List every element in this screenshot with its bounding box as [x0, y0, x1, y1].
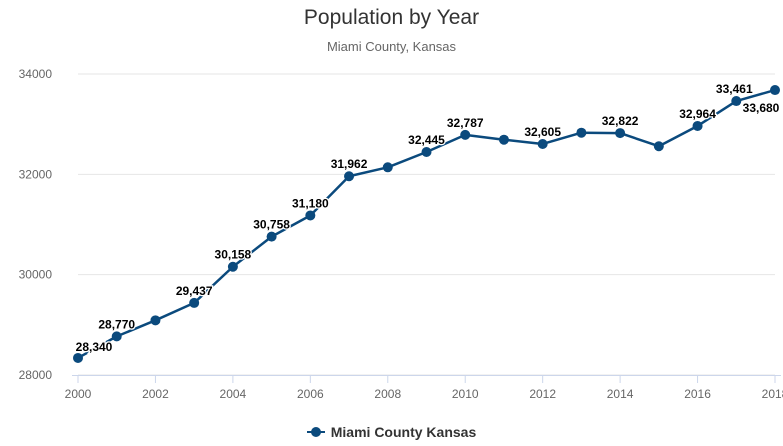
data-point-2005[interactable] — [266, 231, 277, 242]
grid-lines — [78, 73, 775, 376]
data-point-2017[interactable] — [731, 96, 742, 107]
x-tick-label: 2016 — [684, 387, 711, 401]
x-tick-label: 2012 — [529, 387, 556, 401]
x-tick-label: 2004 — [220, 387, 247, 401]
data-label-2001: 28,770 — [98, 317, 135, 331]
y-tick-label: 32000 — [19, 167, 53, 181]
chart-subtitle: Miami County, Kansas — [326, 39, 457, 54]
y-tick-label: 30000 — [19, 268, 53, 282]
data-point-2015[interactable] — [653, 141, 664, 152]
x-tick-label: 2008 — [374, 387, 401, 401]
y-tick-label: 34000 — [19, 67, 53, 81]
chart-title: Population by Year — [303, 6, 480, 29]
data-point-2014[interactable] — [615, 128, 626, 139]
data-label-2017: 33,461 — [716, 82, 753, 96]
x-tick-label: 2014 — [607, 387, 634, 401]
data-point-2006[interactable] — [305, 210, 316, 221]
x-tick-label: 2002 — [142, 387, 169, 401]
data-label-2007: 31,962 — [331, 157, 368, 171]
x-tick-label: 2000 — [65, 387, 92, 401]
legend-item-miami-county-kansas[interactable]: Miami County Kansas — [0, 424, 783, 440]
data-point-2010[interactable] — [460, 129, 471, 140]
data-point-2011[interactable] — [498, 134, 509, 145]
y-tick-label: 28000 — [19, 368, 53, 382]
data-point-2016[interactable] — [692, 120, 703, 131]
data-label-2010: 32,787 — [447, 116, 484, 130]
x-tick-label: 2010 — [452, 387, 479, 401]
data-label-2014: 32,822 — [602, 114, 639, 128]
data-label-2000: 28,340 — [76, 340, 113, 354]
data-label-2016: 32,964 — [679, 107, 716, 121]
data-point-2001[interactable] — [111, 331, 122, 342]
series-line — [76, 88, 777, 360]
axes: 28000 30000 32000 34000 2000 2002 2004 2006 2008… — [19, 67, 783, 401]
data-point-2004[interactable] — [227, 261, 238, 272]
data-point-2013[interactable] — [576, 127, 587, 138]
data-label-2003: 29,437 — [176, 284, 213, 298]
data-point-2012[interactable] — [537, 138, 548, 149]
data-point-2007[interactable] — [344, 171, 355, 182]
data-label-2005: 30,758 — [253, 218, 290, 232]
series-line-layer — [76, 88, 777, 360]
legend-label: Miami County Kansas — [330, 424, 477, 440]
data-label-2009: 32,445 — [408, 133, 445, 147]
data-point-2008[interactable] — [382, 162, 393, 173]
data-label-2012: 32,605 — [524, 125, 561, 139]
data-point-2009[interactable] — [421, 147, 432, 158]
legend-marker-icon — [306, 426, 325, 438]
data-points — [73, 85, 780, 363]
data-point-2018[interactable] — [770, 85, 780, 96]
data-label-2018: 33,680 — [743, 101, 780, 115]
data-point-2002[interactable] — [150, 315, 161, 326]
x-tick-label: 2006 — [297, 387, 324, 401]
data-point-2003[interactable] — [189, 297, 200, 308]
data-label-2004: 30,158 — [215, 248, 252, 262]
data-label-2006: 31,180 — [292, 196, 329, 210]
x-tick-label: 2018 — [762, 387, 783, 401]
data-point-2000[interactable] — [73, 352, 83, 363]
